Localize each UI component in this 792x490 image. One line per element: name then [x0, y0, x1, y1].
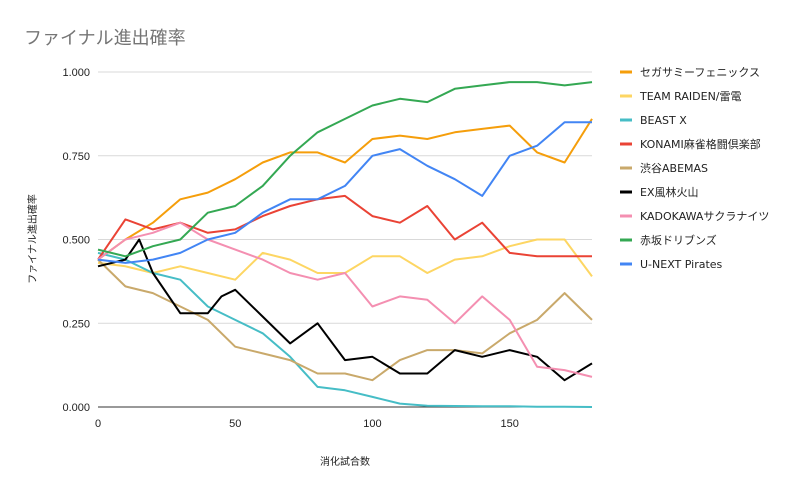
legend: セガサミーフェニックス TEAM RAIDEN/雷電 BEAST X KONAMI麻雀… — [620, 66, 769, 271]
legend-label: TEAM RAIDEN/雷電 — [639, 90, 742, 103]
gridlines — [98, 71, 592, 324]
x-tick-label: 50 — [229, 418, 241, 430]
series-line-3 — [97, 251, 593, 408]
legend-label: 渋谷ABEMAS — [640, 162, 708, 175]
chart-title: ファイナル進出確率 — [24, 28, 186, 49]
y-tick-label: 0.000 — [62, 402, 90, 414]
series-line-7 — [97, 221, 593, 378]
series-line-6 — [97, 238, 593, 382]
series-line-5 — [97, 258, 593, 382]
legend-label: KONAMI麻雀格闘倶楽部 — [640, 137, 761, 151]
legend-label: KADOKAWAサクラナイツ — [640, 210, 769, 223]
legend-item: 赤坂ドリブンズ — [620, 233, 717, 247]
legend-label: セガサミーフェニックス — [640, 66, 760, 79]
legend-item: BEAST X — [620, 114, 687, 127]
legend-item: EX風林火山 — [620, 185, 699, 199]
legend-item: セガサミーフェニックス — [620, 66, 760, 79]
legend-label: BEAST X — [640, 114, 687, 127]
y-tick-label: 0.750 — [62, 151, 90, 163]
series-lines — [97, 81, 593, 408]
legend-item: KADOKAWAサクラナイツ — [620, 210, 769, 223]
x-axis-title: 消化試合数 — [320, 455, 370, 468]
legend-label: EX風林火山 — [640, 185, 699, 199]
legend-item: TEAM RAIDEN/雷電 — [620, 90, 742, 103]
x-tick-label: 100 — [363, 418, 381, 430]
series-line-1 — [97, 118, 593, 261]
legend-label: U-NEXT Pirates — [640, 258, 723, 271]
series-line-9 — [97, 121, 592, 264]
legend-item: KONAMI麻雀格闘倶楽部 — [620, 137, 761, 151]
series-line-8 — [97, 81, 593, 258]
y-tick-label: 1.000 — [62, 67, 90, 79]
y-axis-title: ファイナル進出確率 — [26, 194, 39, 284]
legend-item: 渋谷ABEMAS — [620, 162, 708, 175]
y-tick-label: 0.250 — [62, 318, 90, 330]
y-tick-label: 0.500 — [62, 235, 90, 247]
legend-item: U-NEXT Pirates — [620, 258, 723, 271]
x-tick-label: 0 — [95, 418, 101, 430]
x-tick-label: 150 — [500, 418, 518, 430]
legend-label: 赤坂ドリブンズ — [640, 233, 717, 247]
